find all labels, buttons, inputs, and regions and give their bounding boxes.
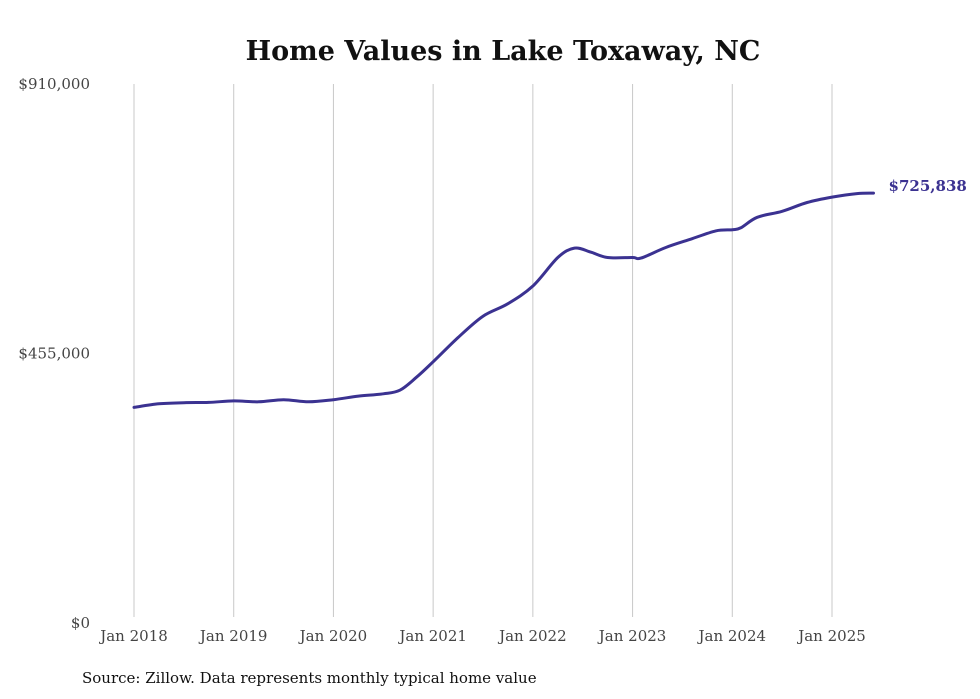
x-tick-label: Jan 2019 xyxy=(198,627,268,645)
x-tick-label: Jan 2025 xyxy=(796,627,866,645)
gridlines xyxy=(133,84,833,617)
x-tick-label: Jan 2018 xyxy=(98,627,168,645)
x-tick-label: Jan 2020 xyxy=(298,627,368,645)
x-tick-label: Jan 2023 xyxy=(597,627,667,645)
y-axis: $0 $455,000 $910,000 xyxy=(18,75,90,632)
x-tick-label: Jan 2024 xyxy=(697,627,767,645)
y-tick-label: $910,000 xyxy=(18,75,90,93)
source-note: Source: Zillow. Data represents monthly … xyxy=(82,669,537,687)
x-tick-label: Jan 2021 xyxy=(397,627,467,645)
chart-title: Home Values in Lake Toxaway, NC xyxy=(246,36,761,67)
home-value-line xyxy=(132,191,875,409)
y-tick-label: $455,000 xyxy=(18,345,90,363)
x-axis: Jan 2018 Jan 2019 Jan 2020 Jan 2021 Jan 2022… xyxy=(98,627,866,645)
latest-value-label: $725,838 xyxy=(889,177,967,195)
x-tick-label: Jan 2022 xyxy=(497,627,567,645)
series-layer: $725,838 xyxy=(132,177,967,409)
y-tick-label: $0 xyxy=(71,614,90,632)
